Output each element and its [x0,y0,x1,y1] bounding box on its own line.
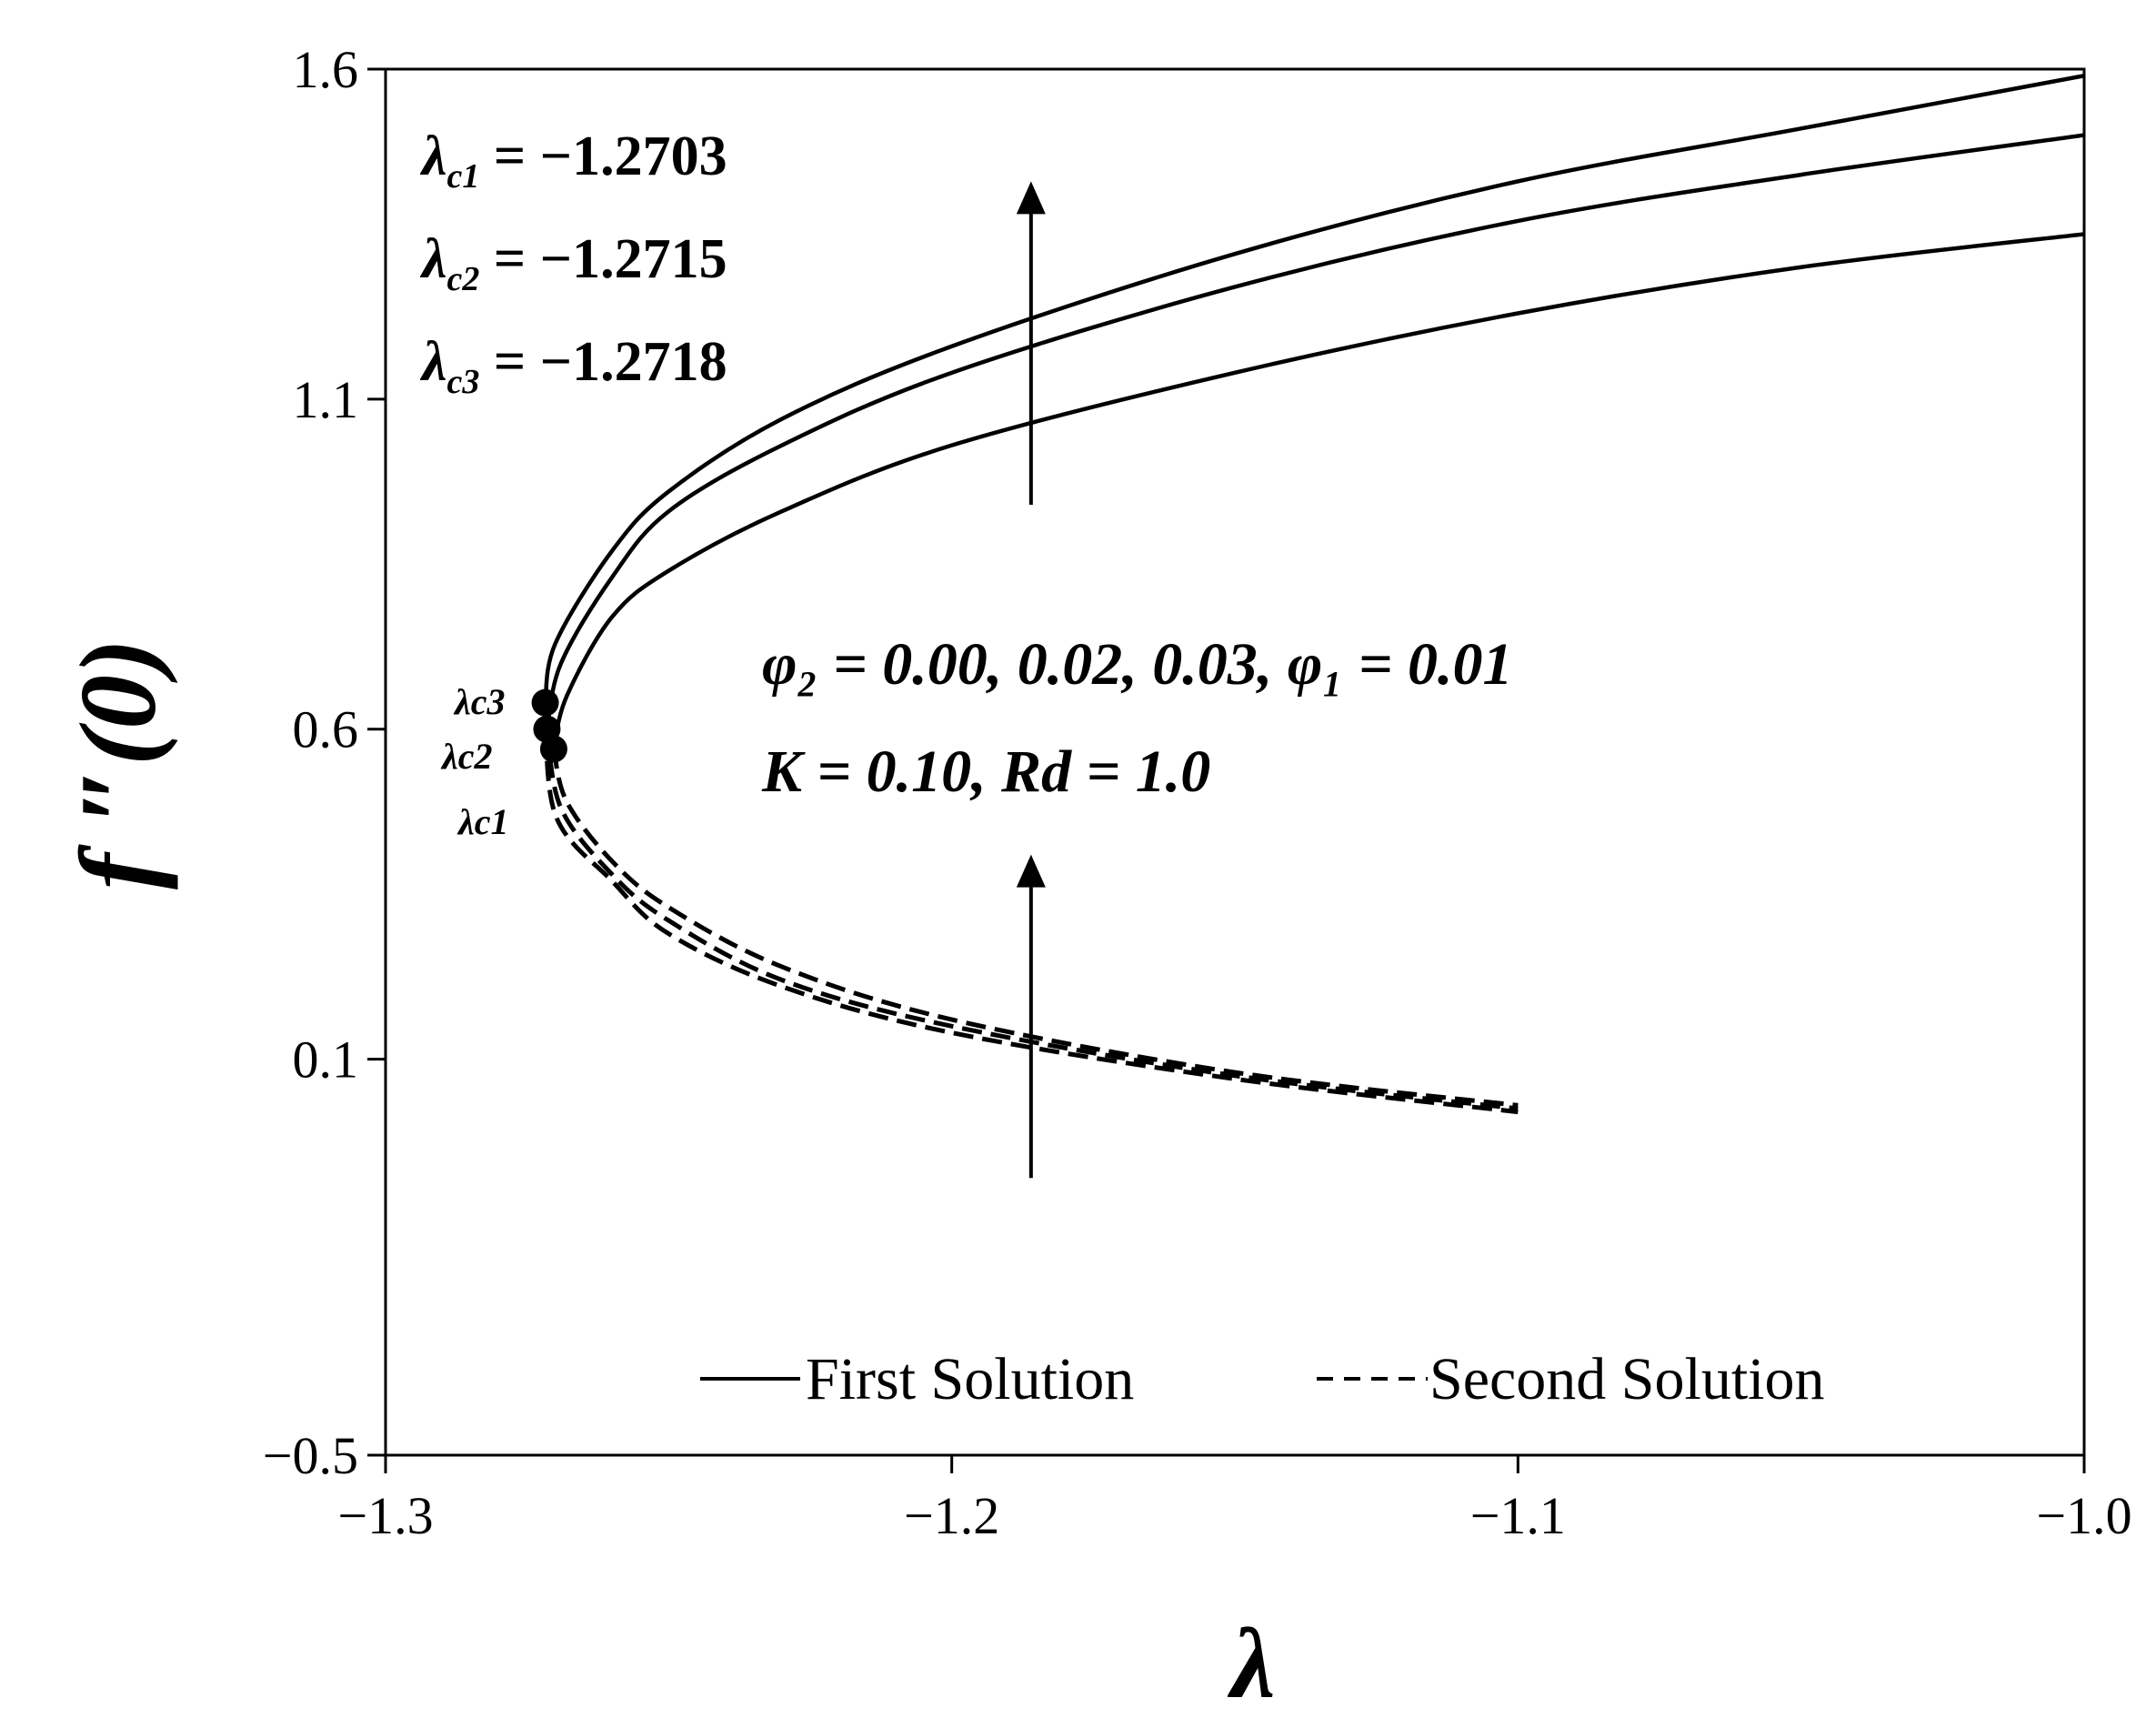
y-tick-label: 1.6 [293,40,359,99]
arrow-head [1016,181,1046,215]
annotation-lambda-c2: λc2 = −1.2715 [419,228,727,298]
x-axis-title: λ [1228,1608,1276,1718]
y-tick-label: −0.5 [263,1426,358,1485]
annotation-params-line1: φ₂ = 0.00, 0.02, 0.03, φ₁ = 0.01 [762,631,1512,698]
second-solution-curve-3 [543,702,1519,1115]
arrows [1016,181,1046,1179]
x-tick-label: −1.3 [337,1486,433,1545]
first-solution-curve-3 [543,74,2085,704]
second-solution-curve-1 [551,748,1519,1108]
y-axis-title: f ″(0) [57,638,178,889]
legend-second-label: Second Solution [1429,1346,1825,1412]
label-lambda-c2: λc2 [440,736,493,777]
plot-area-frame [384,67,2086,1457]
first-solution-curve-2 [545,133,2085,730]
x-axis-ticks: −1.3 −1.2 −1.1 −1.0 [337,1455,2132,1545]
y-tick-label: 0.6 [293,700,359,759]
series-group [543,74,2085,1115]
annotation-lambda-c3-sub: c3 [447,363,480,401]
x-tick-label: −1.1 [1470,1486,1566,1545]
arrow-head [1016,854,1046,888]
legend: First Solution Second Solution [700,1346,1825,1412]
annotation-lambda-c2-sym: λ [419,228,447,290]
y-tick-label: 1.1 [293,370,359,429]
y-tick-label: 0.1 [293,1030,359,1090]
annotation-lambda-c2-value: = −1.2715 [479,228,727,290]
annotation-lambda-c3-value: = −1.2718 [479,331,727,393]
second-solution-curve-2 [544,728,1519,1111]
annotation-lambda-c1-value: = −1.2703 [479,126,727,187]
annotation-lambda-c1: λc1 = −1.2703 [419,126,727,196]
x-tick-label: −1.2 [904,1486,999,1545]
critical-point [533,715,561,743]
first-solution-curve-1 [551,232,2085,750]
annotation-lambda-c3: λc3 = −1.2718 [419,331,727,401]
annotation-lambda-c3-sym: λ [419,331,447,393]
legend-first-label: First Solution [806,1346,1134,1412]
annotation-lambda-c1-sub: c1 [447,157,480,196]
annotation-lambda-c1-sym: λ [419,126,447,187]
critical-point [531,688,559,717]
y-axis-ticks: −0.5 0.1 0.6 1.1 1.6 [263,40,386,1485]
critical-points [531,688,567,763]
x-tick-label: −1.0 [2036,1486,2131,1545]
label-lambda-c1: λc1 [456,801,509,842]
label-lambda-c3: λc3 [453,681,506,722]
annotation-params-line2: K = 0.10, Rd = 1.0 [761,738,1210,805]
annotation-lambda-c2-sub: c2 [447,260,480,298]
